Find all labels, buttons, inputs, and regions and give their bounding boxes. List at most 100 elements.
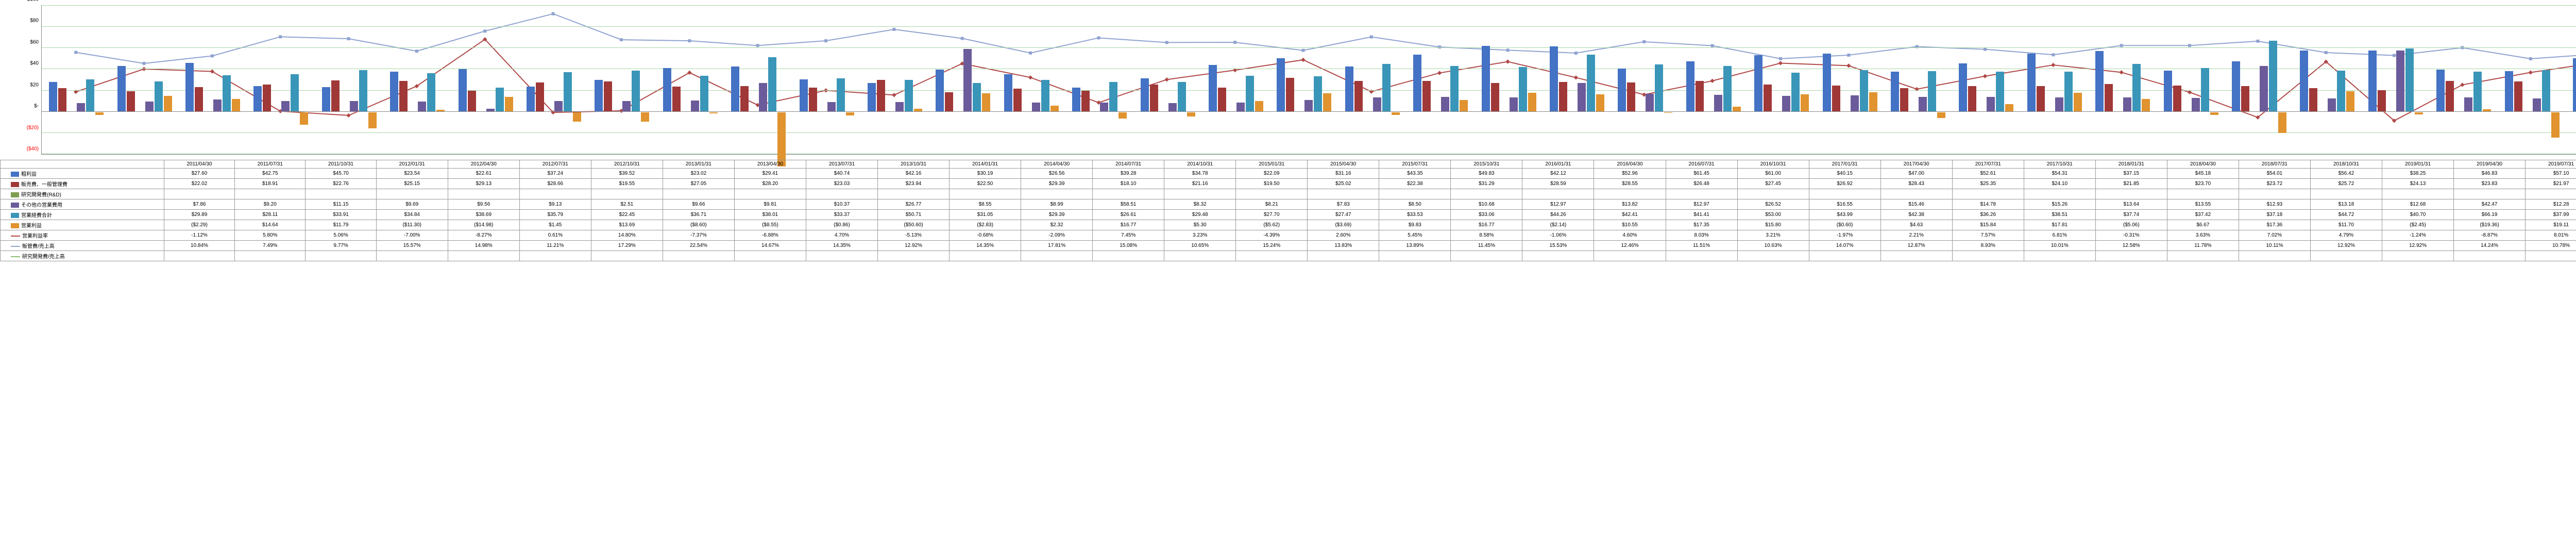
bar-other_op [2464, 97, 2472, 111]
data-cell: $28.55 [1594, 179, 1666, 189]
legend-marker-gross_profit [11, 172, 19, 177]
marker-op_margin [1574, 75, 1578, 79]
period-header: 2017/04/30 [1880, 160, 1952, 169]
bar-other_op [1168, 103, 1177, 111]
bar-op_exp [2473, 72, 2482, 111]
bar-op_exp [1314, 76, 1322, 111]
data-cell: -7.00% [376, 230, 448, 241]
data-cell: $28.66 [519, 179, 591, 189]
data-cell: $42.38 [1880, 210, 1952, 220]
data-cell: $25.72 [2310, 179, 2382, 189]
period-header: 2016/01/31 [1522, 160, 1594, 169]
bar-sga [2378, 90, 2386, 111]
data-cell: 15.24% [1236, 241, 1308, 251]
data-cell: 3.63% [2167, 230, 2239, 241]
data-cell: $35.79 [519, 210, 591, 220]
row-label-text: 研究開発費/売上高 [22, 254, 65, 260]
bar-op_exp [632, 71, 640, 111]
data-cell [1880, 251, 1952, 261]
data-cell [1093, 189, 1164, 199]
bar-gross_profit [527, 87, 535, 111]
data-cell: $36.71 [663, 210, 734, 220]
y-axis-left: ($40)($20)$-$20$40$60$80$100 [15, 5, 39, 155]
bar-op_exp [700, 76, 708, 111]
period-header: 2014/10/31 [1164, 160, 1236, 169]
bar-sga [2241, 86, 2249, 111]
marker-op_margin [483, 37, 487, 41]
bar-sga [2173, 86, 2181, 111]
data-cell: $26.92 [1809, 179, 1880, 189]
marker-op_margin [2256, 115, 2260, 120]
data-cell [2310, 189, 2382, 199]
marker-sga_ratio [347, 37, 350, 40]
table-row: 販管費/売上高10.84%7.49%9.77%15.57%14.98%11.21… [1, 241, 2576, 251]
data-cell: $29.13 [448, 179, 519, 189]
bar-op_exp [2064, 72, 2073, 111]
marker-sga_ratio [1097, 36, 1100, 39]
period-header: 2017/10/31 [2024, 160, 2095, 169]
data-cell: $29.89 [164, 210, 234, 220]
data-cell: -7.37% [663, 230, 734, 241]
data-cell: 12.58% [2095, 241, 2167, 251]
data-cell: $23.94 [878, 179, 950, 189]
data-cell: $10.37 [806, 199, 877, 210]
data-cell: 8.03% [1666, 230, 1737, 241]
bar-op_income [777, 112, 786, 166]
data-cell: $45.70 [306, 169, 376, 179]
row-label-text: 営業利益 [21, 223, 42, 229]
marker-sga_ratio [2529, 57, 2532, 60]
data-cell: $23.83 [2454, 179, 2526, 189]
data-cell: $14.64 [235, 220, 306, 230]
data-cell: 2.21% [1880, 230, 1952, 241]
bar-gross_profit [1072, 88, 1080, 111]
period-header: 2013/04/30 [734, 160, 806, 169]
bar-op_income [1323, 93, 1331, 111]
data-cell [2095, 251, 2167, 261]
bar-op_income [1255, 101, 1263, 111]
bar-other_op [418, 102, 426, 111]
data-cell: 12.92% [878, 241, 950, 251]
data-cell: $29.48 [1164, 210, 1236, 220]
data-cell: $46.83 [2454, 169, 2526, 179]
data-cell: 10.11% [2239, 241, 2310, 251]
data-cell [2239, 251, 2310, 261]
bar-op_income [505, 97, 513, 111]
data-cell [1594, 251, 1666, 261]
bar-sga [1968, 86, 1976, 111]
bar-gross_profit [390, 72, 398, 111]
data-cell: $2.51 [591, 199, 663, 210]
data-cell: $52.61 [1952, 169, 2024, 179]
bar-other_op [281, 101, 290, 111]
bar-gross_profit [1754, 55, 1762, 111]
bar-op_exp [427, 73, 435, 111]
period-header: 2012/04/30 [448, 160, 519, 169]
data-cell [734, 189, 806, 199]
data-cell: $37.74 [2095, 210, 2167, 220]
marker-sga_ratio [415, 49, 418, 53]
data-cell: $27.05 [663, 179, 734, 189]
data-cell [1379, 251, 1451, 261]
bar-op_income [1050, 106, 1059, 111]
bar-op_income [982, 93, 990, 111]
data-cell: 14.35% [806, 241, 877, 251]
period-header: 2013/10/31 [878, 160, 950, 169]
row-label-text: 粗利益 [21, 172, 37, 177]
data-cell: $58.51 [1093, 199, 1164, 210]
period-header: 2018/04/30 [2167, 160, 2239, 169]
bar-op_exp [2337, 71, 2345, 111]
row-label-gross_profit: 粗利益 [1, 169, 164, 179]
data-cell: $38.51 [2024, 210, 2095, 220]
marker-op_margin [1165, 77, 1169, 81]
data-cell [306, 189, 376, 199]
data-cell: $16.55 [1809, 199, 1880, 210]
data-cell: $4.63 [1880, 220, 1952, 230]
bar-other_op [759, 83, 767, 111]
data-cell: $8.55 [950, 199, 1021, 210]
data-cell: $22.76 [306, 179, 376, 189]
bar-gross_profit [595, 80, 603, 111]
bar-op_income [2551, 112, 2560, 138]
data-cell: $13.82 [1594, 199, 1666, 210]
data-cell: $26.52 [1737, 199, 1809, 210]
data-cell [2382, 251, 2454, 261]
data-cell: $19.55 [591, 179, 663, 189]
